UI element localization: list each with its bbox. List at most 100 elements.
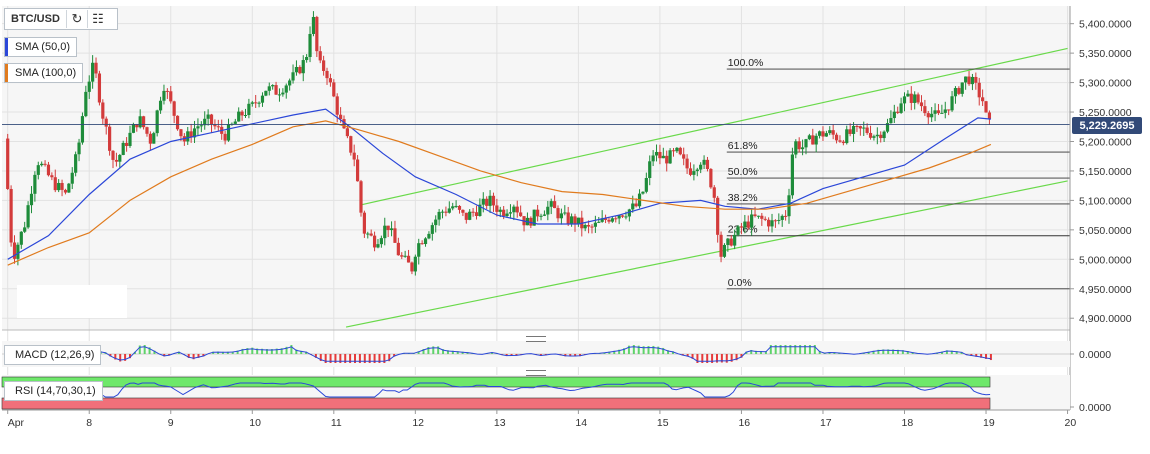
candle-body (556, 208, 560, 219)
candle (9, 185, 13, 247)
candle-body (383, 225, 387, 239)
candle (172, 100, 176, 124)
candle (121, 140, 125, 156)
candle-body (114, 159, 119, 162)
candle-body (209, 114, 214, 125)
candle (947, 109, 951, 116)
macd-panel-resize-handle[interactable] (526, 336, 546, 342)
candle (379, 235, 383, 248)
candle (960, 82, 964, 97)
sma100-legend[interactable]: SMA (100,0) (4, 63, 84, 83)
candle-body (705, 159, 710, 170)
candle (654, 144, 659, 162)
candle-body (923, 106, 927, 114)
macd-hist-bar (192, 354, 195, 360)
candle (267, 82, 271, 96)
sma100-swatch (5, 64, 8, 82)
candle (277, 88, 282, 102)
macd-hist-bar (569, 354, 572, 357)
y-tick-label: 4,950.0000 (1079, 284, 1132, 296)
candle-body (277, 94, 282, 96)
macd-hist-bar (143, 345, 146, 354)
candle-body (570, 216, 574, 224)
candlesticks (6, 11, 992, 276)
fib-level-label: 38.2% (728, 192, 758, 204)
candle-body (294, 66, 299, 73)
reload-icon[interactable]: ↻ (65, 10, 87, 28)
macd-hist-bar (261, 348, 264, 354)
macd-hist-bar (945, 350, 948, 354)
candle-body (457, 205, 462, 210)
candle-body (773, 220, 778, 222)
candle-body (226, 124, 231, 141)
candle (315, 15, 319, 58)
candle-body (298, 66, 302, 74)
candle (665, 150, 669, 172)
price-axis: 5,400.0000 5,350.0000 5,300.0000 5,250.0000… (1069, 6, 1132, 410)
x-tick-label: Apr (8, 417, 25, 429)
macd-hist-bar (750, 349, 753, 354)
candle-body (851, 125, 856, 134)
candle (141, 115, 146, 130)
candle (950, 91, 954, 112)
candle-body (393, 228, 397, 243)
candle (366, 231, 370, 239)
candle-body (199, 125, 203, 127)
candle (699, 162, 703, 174)
candle (478, 198, 482, 217)
macd-legend[interactable]: MACD (12,26,9) (4, 345, 102, 365)
candle-body (420, 243, 424, 245)
candle-body (247, 103, 251, 116)
candle-body (661, 155, 665, 159)
candle-body (583, 225, 587, 229)
candle (203, 111, 207, 130)
candle-body (451, 206, 455, 209)
candle (169, 85, 173, 104)
candle (427, 231, 431, 240)
macd-hist-bar (373, 354, 376, 363)
candle (60, 179, 64, 197)
candle-body (335, 96, 339, 115)
candle-body (603, 218, 608, 220)
candle (865, 123, 869, 135)
candle (488, 190, 492, 214)
macd-hist-bar (432, 346, 435, 354)
macd-hist-bar (344, 354, 347, 363)
candle-body (237, 111, 241, 122)
macd-hist-bar (745, 351, 748, 354)
candle (67, 182, 71, 193)
macd-hist-bar (901, 350, 904, 354)
rsi-label: RSI (14,70,30,1) (15, 385, 96, 397)
candle (879, 131, 883, 143)
macd-panel: 0.0000 (2, 341, 1111, 367)
candle-body (987, 112, 992, 119)
calendar-icon[interactable]: ☷ (86, 10, 108, 28)
candle (814, 133, 818, 153)
macd-hist-bar (217, 351, 220, 354)
candle-body (84, 91, 88, 117)
rsi-legend[interactable]: RSI (14,70,30,1) (4, 381, 103, 401)
macd-hist-bar (892, 349, 895, 354)
candle (243, 108, 248, 118)
candle-body (175, 115, 180, 130)
y-tick-label: 5,150.0000 (1079, 166, 1132, 178)
candle-body (481, 198, 485, 205)
candle (311, 11, 316, 37)
macd-hist-bar (637, 345, 640, 354)
rsi-oversold-band (1, 397, 991, 410)
candle (495, 198, 499, 217)
candle (111, 150, 115, 169)
symbol-label[interactable]: BTC/USD (11, 13, 60, 25)
sma50-legend[interactable]: SMA (50,0) (4, 37, 78, 57)
candle (692, 164, 696, 181)
candle-body (67, 183, 71, 193)
macd-hist-bar (877, 349, 880, 354)
candle-body (682, 154, 686, 159)
macd-hist-bar (358, 354, 361, 363)
candle (372, 231, 377, 252)
candle (964, 76, 968, 90)
rsi-panel-resize-handle[interactable] (526, 370, 546, 376)
x-tick-label: 18 (902, 417, 914, 429)
macd-hist-bar (906, 351, 909, 354)
